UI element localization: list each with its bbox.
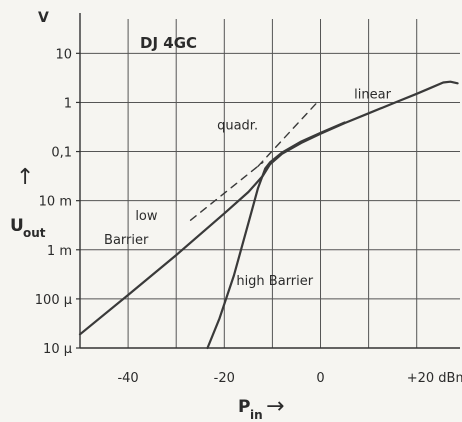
plot-frame <box>76 13 460 349</box>
series-layer <box>78 80 459 350</box>
x-axis-label-sub: in <box>250 408 263 422</box>
series-line-quadr <box>257 100 319 167</box>
x-axis-label: P <box>238 397 250 417</box>
x-tick-label: +20 dBm <box>407 371 462 386</box>
y-tick-label: 0,1 <box>51 146 72 161</box>
x-tick-label: 0 <box>316 371 324 386</box>
y-axis-arrow-icon: ↑ <box>16 165 34 190</box>
annotations: linear quadr. low Barrier high Barrier <box>104 88 392 290</box>
y-tick-label: 10 µ <box>43 342 72 357</box>
x-tick-labels: -40 -20 0 +20 dBm <box>117 371 462 386</box>
annotation-low: low <box>135 209 158 224</box>
y-axis-label: U <box>10 216 24 236</box>
grid <box>80 19 460 348</box>
y-tick-labels: 10 1 0,1 10 m 1 m 100 µ 10 µ <box>35 47 72 357</box>
y-unit-label: V <box>38 10 49 26</box>
series-line-high-barrier <box>206 121 346 350</box>
annotation-quadr: quadr. <box>217 119 258 134</box>
annotation-barrier: Barrier <box>104 233 149 248</box>
series-line-linear <box>189 161 264 221</box>
x-axis-arrow-icon: → <box>266 394 284 419</box>
y-tick-label: 1 m <box>47 244 72 259</box>
y-tick-label: 10 <box>55 47 72 62</box>
y-axis-label-sub: out <box>23 226 46 240</box>
y-tick-label: 1 <box>64 96 72 111</box>
y-tick-label: 10 m <box>39 195 72 210</box>
annotation-high-barrier: high Barrier <box>236 274 313 289</box>
series-line-low-barrier <box>78 80 459 336</box>
chart-title: DJ 4GC <box>140 34 197 52</box>
y-tick-label: 100 µ <box>35 293 72 308</box>
annotation-linear: linear <box>354 88 391 103</box>
x-tick-label: -20 <box>214 371 235 386</box>
x-tick-label: -40 <box>117 371 138 386</box>
